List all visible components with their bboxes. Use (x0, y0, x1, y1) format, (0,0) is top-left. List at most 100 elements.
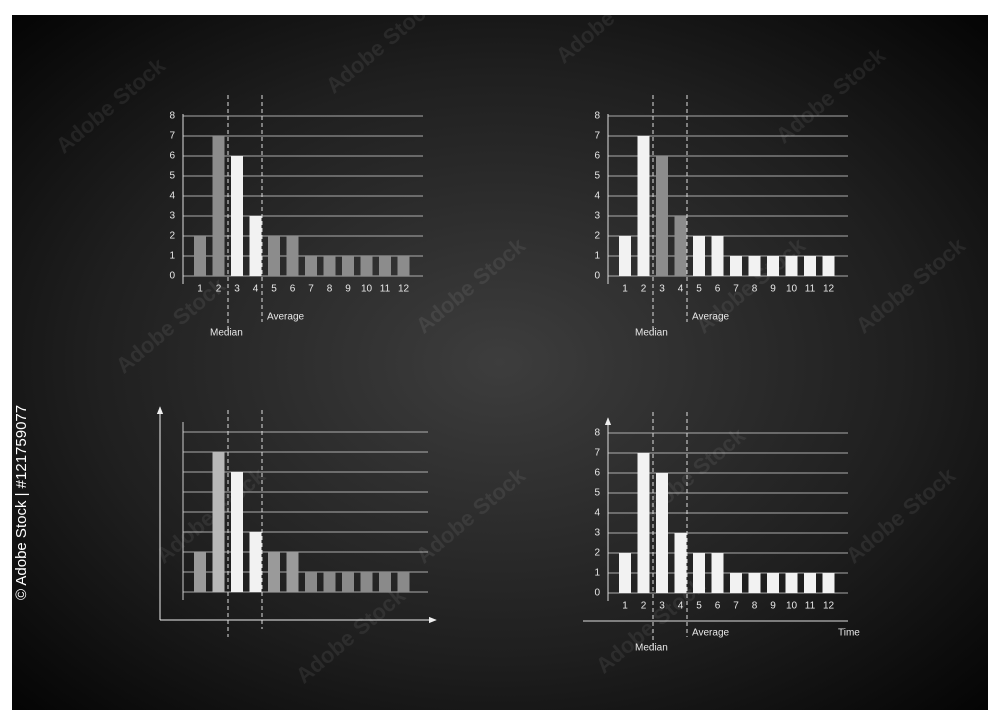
y-tick-label: 5 (594, 171, 600, 182)
bar (711, 236, 724, 276)
bar (767, 256, 779, 276)
y-tick-label: 6 (594, 468, 600, 479)
y-tick-label: 7 (594, 448, 600, 459)
bar (767, 573, 779, 593)
x-tick-label: 3 (659, 284, 665, 295)
y-tick-label: 2 (594, 548, 600, 559)
x-tick-label: 9 (770, 601, 776, 612)
x-tick-label: 10 (786, 601, 798, 612)
bar (360, 256, 373, 276)
x-tick-label: 5 (696, 284, 702, 295)
median-label: Median (635, 328, 668, 339)
x-tick-label: 2 (216, 284, 222, 295)
x-tick-label: 12 (823, 601, 835, 612)
x-tick-label: 7 (733, 601, 739, 612)
bar (231, 156, 243, 276)
x-tick-label: 10 (786, 284, 798, 295)
bar (656, 156, 668, 276)
bar (785, 573, 798, 593)
bar (249, 216, 262, 276)
x-tick-label: 1 (622, 601, 628, 612)
x-tick-label: 9 (770, 284, 776, 295)
y-tick-label: 6 (594, 151, 600, 162)
bar (268, 236, 280, 276)
x-tick-label: 11 (805, 284, 816, 295)
x-tick-label: 6 (715, 284, 721, 295)
y-tick-label: 5 (594, 488, 600, 499)
bar (637, 453, 650, 593)
bar (212, 452, 225, 592)
y-tick-label: 1 (169, 251, 175, 262)
x-tick-label: 2 (641, 284, 647, 295)
x-tick-label: 1 (622, 284, 628, 295)
bar (249, 532, 262, 592)
average-label: Average (692, 628, 730, 639)
y-tick-label: 5 (169, 171, 175, 182)
x-tick-label: 10 (361, 284, 373, 295)
y-tick-label: 4 (594, 508, 600, 519)
x-tick-label: 5 (271, 284, 277, 295)
y-tick-label: 1 (594, 251, 600, 262)
y-tick-label: 8 (594, 111, 600, 122)
x-tick-label: 11 (805, 601, 816, 612)
bar (397, 572, 410, 592)
y-tick-label: 7 (169, 131, 175, 142)
x-tick-label: 6 (290, 284, 296, 295)
x-tick-label: 2 (641, 601, 647, 612)
x-tick-label: 4 (253, 284, 259, 295)
bar (674, 533, 687, 593)
bar (286, 552, 299, 592)
y-tick-label: 8 (169, 111, 175, 122)
median-label: Median (210, 328, 243, 339)
y-tick-label: 3 (594, 211, 600, 222)
x-tick-label: 8 (327, 284, 333, 295)
bar (305, 256, 317, 276)
x-tick-label: 4 (678, 284, 684, 295)
bar (822, 256, 835, 276)
y-tick-label: 0 (169, 271, 175, 282)
x-tick-label: 7 (308, 284, 314, 295)
y-tick-label: 4 (169, 191, 175, 202)
bar (379, 256, 391, 276)
median-label: Median (635, 643, 668, 654)
bar (804, 256, 816, 276)
bar (397, 256, 410, 276)
y-tick-label: 1 (594, 568, 600, 579)
bar (194, 236, 206, 276)
chalkboard (12, 15, 988, 710)
bar (730, 573, 742, 593)
x-axis-label: Time (838, 628, 860, 639)
x-tick-label: 3 (659, 601, 665, 612)
bar (619, 553, 631, 593)
bar (804, 573, 816, 593)
bar (305, 572, 317, 592)
bar (342, 256, 354, 276)
bar (323, 256, 336, 276)
bar (674, 216, 687, 276)
bar (748, 573, 761, 593)
y-tick-label: 2 (169, 231, 175, 242)
x-tick-label: 1 (197, 284, 203, 295)
bar (231, 472, 243, 592)
bar (286, 236, 299, 276)
y-tick-label: 0 (594, 588, 600, 599)
x-tick-label: 9 (345, 284, 351, 295)
y-tick-label: 8 (594, 428, 600, 439)
x-tick-label: 4 (678, 601, 684, 612)
bar (785, 256, 798, 276)
bar (323, 572, 336, 592)
bar (822, 573, 835, 593)
y-tick-label: 4 (594, 191, 600, 202)
bar (212, 136, 225, 276)
x-tick-label: 8 (752, 284, 758, 295)
bar (693, 553, 705, 593)
x-tick-label: 7 (733, 284, 739, 295)
bar (637, 136, 650, 276)
bar (748, 256, 761, 276)
bar (711, 553, 724, 593)
bar (342, 572, 354, 592)
bar (693, 236, 705, 276)
x-tick-label: 6 (715, 601, 721, 612)
y-tick-label: 3 (594, 528, 600, 539)
